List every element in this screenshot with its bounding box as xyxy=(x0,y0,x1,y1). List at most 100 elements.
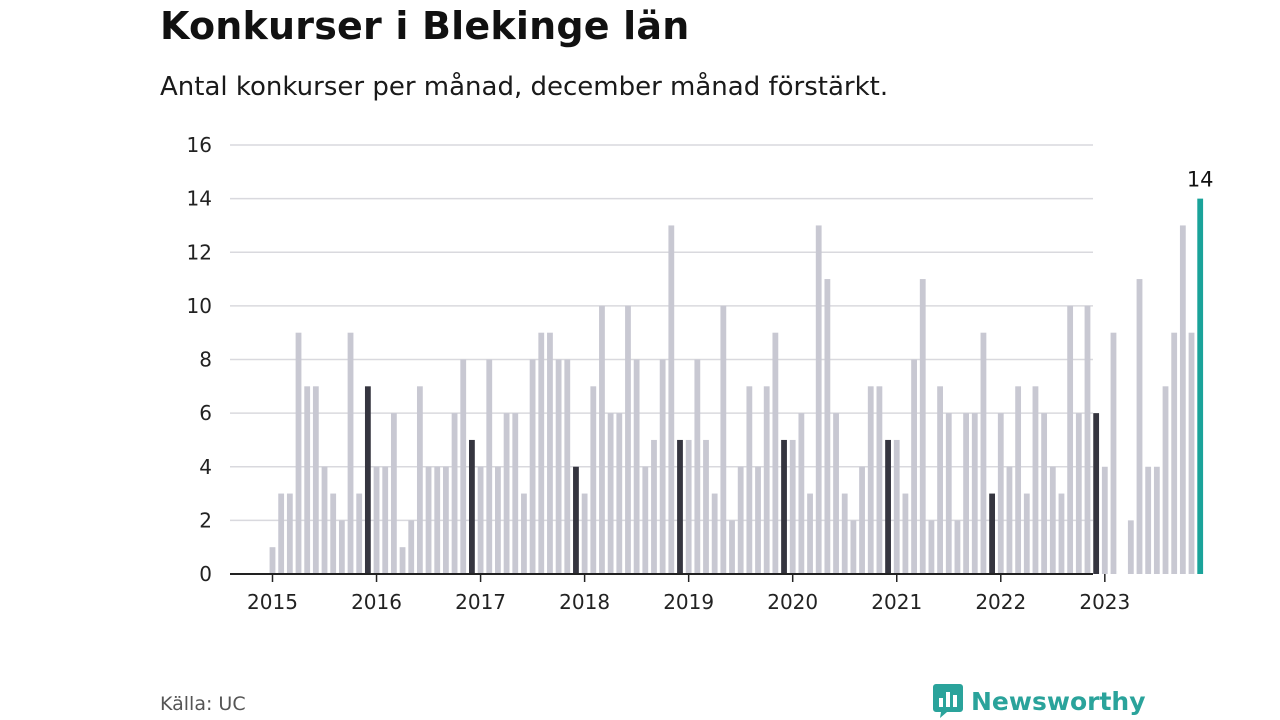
bar xyxy=(1041,413,1048,574)
bar xyxy=(451,413,458,574)
brand-name: Newsworthy xyxy=(971,686,1146,716)
newsworthy-logo[interactable]: Newsworthy xyxy=(933,684,1146,718)
bar xyxy=(963,413,969,574)
bar xyxy=(1162,386,1169,574)
bar xyxy=(824,279,831,574)
x-tick-label: 2015 xyxy=(247,590,298,614)
y-tick-label: 0 xyxy=(199,562,212,586)
bar xyxy=(815,225,822,574)
bar xyxy=(616,413,623,574)
x-tick-label: 2018 xyxy=(559,590,610,614)
bar xyxy=(798,413,805,574)
y-tick-label: 6 xyxy=(199,401,212,425)
bar xyxy=(373,466,380,574)
bar xyxy=(755,466,761,574)
bar xyxy=(495,466,501,574)
bar xyxy=(833,413,839,574)
bar xyxy=(1084,305,1091,574)
bar xyxy=(807,493,813,574)
bar xyxy=(1136,279,1143,574)
bar xyxy=(789,439,796,574)
bar xyxy=(1101,466,1108,574)
bar xyxy=(1179,225,1186,574)
bar xyxy=(269,547,276,574)
bar xyxy=(919,279,926,574)
bar xyxy=(1171,332,1178,574)
bar xyxy=(564,359,571,574)
bar xyxy=(1006,466,1013,574)
bar xyxy=(633,359,640,574)
bar-december xyxy=(1093,413,1100,574)
bar xyxy=(841,493,848,574)
chart-title: Konkurser i Blekinge län xyxy=(160,4,690,48)
bar xyxy=(720,305,727,574)
bar xyxy=(1058,493,1065,574)
bar xyxy=(312,386,319,574)
source-note: Källa: UC xyxy=(160,693,246,715)
bar xyxy=(338,520,345,574)
bar xyxy=(443,466,449,574)
bar xyxy=(390,413,397,574)
bar xyxy=(1075,413,1082,574)
bar xyxy=(555,359,562,574)
bar xyxy=(590,386,597,574)
bar xyxy=(460,359,467,574)
y-tick-label: 12 xyxy=(187,240,212,264)
bar xyxy=(737,466,744,574)
bar xyxy=(521,493,527,574)
bar xyxy=(356,493,363,574)
bar xyxy=(1067,305,1074,574)
y-tick-label: 4 xyxy=(199,455,212,479)
bar xyxy=(538,332,545,574)
y-tick-label: 2 xyxy=(199,508,212,532)
bar xyxy=(1110,332,1117,574)
y-tick-label: 14 xyxy=(187,187,212,211)
bar xyxy=(685,439,692,574)
bar-december xyxy=(573,466,579,574)
bar xyxy=(642,466,649,574)
newsworthy-logo-icon xyxy=(933,684,963,718)
bar xyxy=(859,466,865,574)
bar xyxy=(1049,466,1056,574)
bar-december xyxy=(885,439,891,574)
bar xyxy=(477,466,484,574)
y-tick-label: 8 xyxy=(199,348,212,372)
bar xyxy=(997,413,1004,574)
x-tick-label: 2023 xyxy=(1079,590,1130,614)
bar xyxy=(434,466,441,574)
data-label: 14 xyxy=(1187,168,1214,192)
bar xyxy=(902,493,909,574)
bar xyxy=(954,520,961,574)
bar xyxy=(330,493,337,574)
bar xyxy=(980,332,987,574)
bar xyxy=(928,520,935,574)
bar-latest xyxy=(1197,198,1204,574)
bar xyxy=(321,466,328,574)
bar xyxy=(893,439,900,574)
bar xyxy=(659,359,666,574)
bar xyxy=(347,332,354,574)
bar xyxy=(416,386,423,574)
bar xyxy=(867,386,874,574)
bar xyxy=(278,493,285,574)
bar xyxy=(304,386,311,574)
x-tick-label: 2019 xyxy=(663,590,714,614)
bar-december xyxy=(781,439,787,574)
x-tick-label: 2021 xyxy=(871,590,922,614)
bar xyxy=(1188,332,1195,574)
x-tick-label: 2017 xyxy=(455,590,506,614)
bar xyxy=(547,332,553,574)
bar xyxy=(911,359,917,574)
bar xyxy=(1127,520,1134,574)
bar xyxy=(1015,386,1022,574)
bar-chart: 0 2 4 6 8 10 12 14 16 2015 2016 2017 2018 2019 2020 202… xyxy=(187,133,1214,614)
bar xyxy=(408,520,415,574)
bar xyxy=(512,413,519,574)
bar xyxy=(625,305,631,574)
bar xyxy=(763,386,770,574)
bar xyxy=(1145,466,1152,574)
bar xyxy=(581,493,588,574)
bar xyxy=(703,439,709,574)
chart-subtitle: Antal konkurser per månad, december måna… xyxy=(160,72,889,102)
y-tick-label: 16 xyxy=(187,133,212,157)
